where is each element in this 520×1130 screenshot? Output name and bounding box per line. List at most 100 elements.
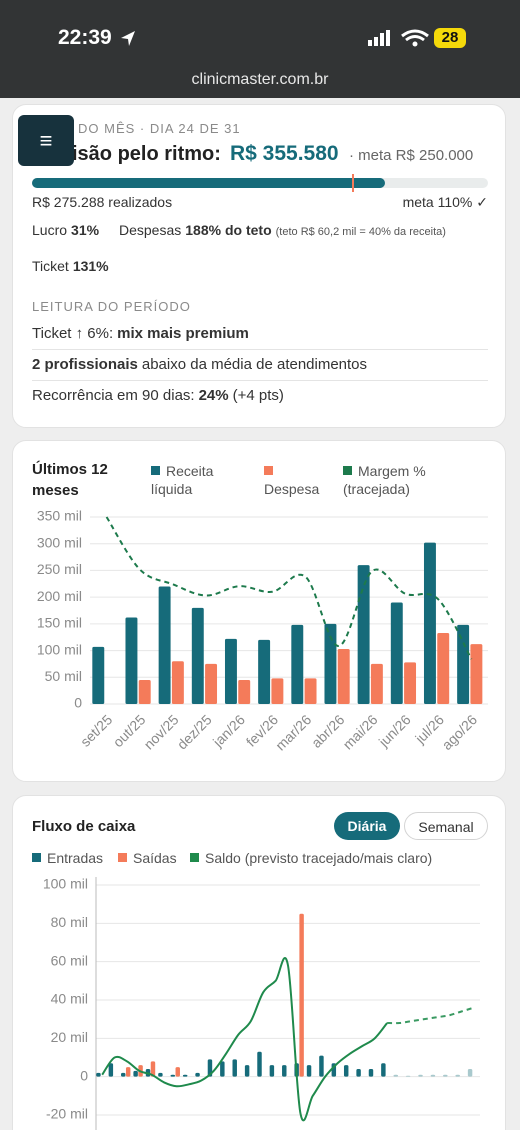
x-tick-label: dez/25 [174, 711, 215, 752]
value: 31% [71, 222, 100, 238]
y-tick-label: 40 mil [51, 991, 88, 1007]
reading-part: Ticket ↑ 6%: [32, 325, 114, 342]
y-tick-label: 80 mil [51, 914, 88, 930]
period: DO MÊS · DIA 24 DE 31 [78, 121, 241, 136]
reading-row: Ticket ↑ 6%: mix mais premium [32, 325, 249, 342]
chart-title: Últimos 12 meses [32, 461, 108, 499]
chart-title: Fluxo de caixa [32, 818, 136, 835]
progress-fill [32, 178, 386, 188]
bar [96, 1072, 101, 1077]
y-tick-label: 0 [74, 695, 82, 711]
bar [92, 646, 105, 704]
y-tick-label: 0 [80, 1067, 88, 1083]
label: Ticket [32, 258, 69, 274]
bar [133, 1070, 138, 1077]
bar [125, 1067, 131, 1077]
signal-wifi [368, 29, 429, 47]
bar [232, 1059, 237, 1077]
bar [437, 632, 450, 704]
reading-part: 24% [198, 387, 229, 404]
bar [108, 1063, 114, 1077]
legend-swatch [343, 466, 352, 475]
bar [257, 1051, 262, 1077]
bar [337, 648, 350, 704]
bar [138, 679, 151, 704]
bar [191, 607, 204, 704]
time: 22:39 [58, 26, 112, 49]
summary-card [12, 104, 506, 428]
toggle-button[interactable]: Diária [334, 812, 400, 840]
bar [175, 1067, 180, 1077]
x-tick-label: set/25 [77, 711, 115, 749]
battery: 28 [434, 28, 466, 48]
bar [271, 678, 284, 704]
reading-part: mix mais premium [117, 325, 249, 342]
meta: · meta R$ 250.000 [349, 147, 474, 164]
line [105, 516, 473, 660]
bar [319, 1055, 324, 1077]
bar [150, 1061, 156, 1077]
legend-label: Receita líquida [151, 463, 214, 497]
reading-row: 2 profissionais abaixo da média de atendi… [32, 356, 367, 373]
menu-button[interactable]: ≡ [18, 115, 74, 166]
bar [170, 1074, 176, 1077]
progress-track [32, 174, 488, 192]
x-tick-label: jan/26 [209, 711, 248, 750]
bar [195, 1072, 200, 1077]
location-icon [121, 31, 135, 46]
y-tick-label: 50 mil [45, 668, 82, 684]
bar [220, 1061, 225, 1077]
legend-label: Despesa [264, 481, 320, 497]
legend-label: Saídas [133, 850, 177, 866]
y-tick-label: 200 mil [37, 588, 82, 604]
forecast-label: isão pelo ritmo: [72, 143, 221, 165]
bar [357, 565, 370, 704]
y-tick-label: 250 mil [37, 561, 82, 577]
x-tick-label: jun/26 [375, 711, 414, 750]
bar [470, 644, 483, 704]
line [101, 956, 388, 1122]
reading-row: Recorrência em 90 dias: 24% (+4 pts) [32, 387, 284, 404]
bar [182, 1074, 188, 1077]
reading-part: Recorrência em 90 dias: [32, 387, 195, 404]
legend-item: Entradas [32, 849, 122, 867]
y-tick-label: 300 mil [37, 534, 82, 550]
legend-swatch [118, 853, 127, 862]
value: 188% do teto [185, 222, 272, 238]
x-tick-label: nov/25 [141, 711, 182, 752]
bar [324, 623, 337, 704]
bar [224, 638, 237, 704]
ticket: Ticket 131% [32, 258, 109, 274]
x-tick-label: mai/26 [340, 711, 381, 752]
reading-title: LEITURA DO PERÍODO [32, 299, 191, 314]
bar [291, 624, 304, 704]
bar [282, 1065, 287, 1077]
reading-part: abaixo da média de atendimentos [141, 356, 368, 373]
legend-label: Saldo (previsto tracejado/mais claro) [205, 850, 433, 866]
bar [430, 1074, 436, 1077]
bar [368, 1069, 374, 1077]
legend-item: Receita líquida [151, 462, 241, 498]
forecast: R$ 355.580 [230, 142, 339, 165]
bar [244, 1065, 250, 1077]
bar [356, 1069, 361, 1077]
legend-item: Despesa [264, 462, 334, 498]
lucro: Lucro 31% [32, 222, 99, 238]
bar [304, 678, 317, 704]
y-tick-label: 20 mil [51, 1029, 88, 1045]
bar [306, 1065, 312, 1077]
bar [238, 679, 251, 704]
reading-part: 2 profissionais [32, 356, 138, 373]
meta-marker [351, 174, 354, 192]
toggle-button[interactable]: Semanal [404, 812, 488, 840]
x-tick-label: mar/26 [272, 711, 314, 753]
meta-pct: meta 110% ✓ [402, 194, 488, 210]
y-tick-label: 100 mil [37, 641, 82, 657]
bar [404, 662, 417, 704]
bar [418, 1074, 423, 1077]
bar [467, 1069, 473, 1077]
bar [405, 1075, 411, 1077]
bar [205, 663, 218, 704]
bar [158, 586, 171, 704]
